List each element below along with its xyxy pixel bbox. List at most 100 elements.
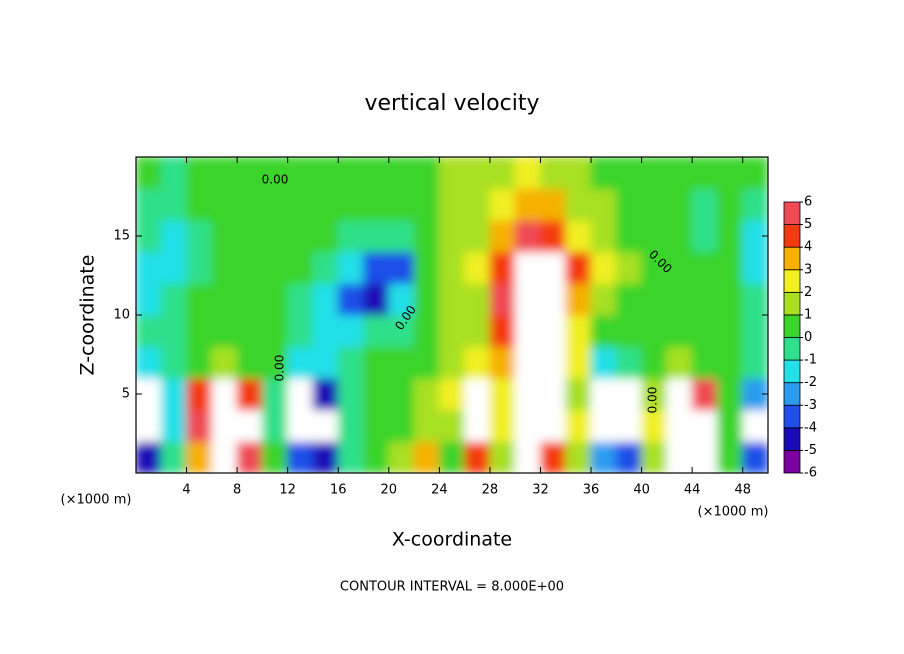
y-tick-label: 5 bbox=[122, 387, 130, 402]
field-cell bbox=[666, 377, 693, 411]
field-cell bbox=[312, 157, 339, 190]
field-cell bbox=[539, 314, 567, 348]
field-cell bbox=[287, 219, 314, 253]
x-tick-label: 20 bbox=[381, 483, 398, 498]
field-cell bbox=[211, 157, 238, 190]
field-cell bbox=[337, 346, 365, 379]
field-cell bbox=[211, 440, 238, 473]
field-cell bbox=[211, 219, 238, 253]
field-cell bbox=[615, 440, 643, 473]
y-unit-label: (×1000 m) bbox=[61, 493, 132, 508]
field-cell bbox=[438, 188, 466, 221]
field-cell bbox=[413, 251, 440, 284]
field-cell bbox=[312, 440, 339, 473]
field-cell bbox=[666, 282, 693, 316]
field-cell bbox=[742, 440, 768, 473]
field-cell bbox=[691, 440, 718, 473]
field-cell bbox=[160, 409, 188, 442]
field-cell bbox=[363, 346, 390, 379]
field-cell bbox=[464, 440, 491, 473]
field-cell bbox=[539, 188, 567, 221]
field-cell bbox=[337, 440, 365, 473]
field-cell bbox=[464, 219, 491, 253]
field-cell bbox=[186, 440, 213, 473]
field-cell bbox=[363, 157, 390, 190]
field-cell bbox=[590, 409, 617, 442]
field-cell bbox=[489, 346, 516, 379]
field-cell bbox=[388, 377, 415, 411]
field-cell bbox=[186, 251, 213, 284]
field-cell bbox=[539, 157, 567, 190]
colorbar-band bbox=[783, 450, 801, 474]
field-cell bbox=[716, 314, 744, 348]
field-cell bbox=[261, 219, 289, 253]
field-cell bbox=[211, 346, 238, 379]
field-cell bbox=[691, 282, 718, 316]
field-cell bbox=[337, 219, 365, 253]
field-cell bbox=[539, 440, 567, 473]
field-cell bbox=[565, 188, 592, 221]
colorbar-label: -2 bbox=[804, 375, 817, 390]
field-cell bbox=[363, 251, 390, 284]
field-cell bbox=[160, 219, 188, 253]
field-cell bbox=[261, 440, 289, 473]
field-cell bbox=[514, 219, 541, 253]
field-cell bbox=[287, 346, 314, 379]
field-cell bbox=[261, 409, 289, 442]
field-cell bbox=[413, 440, 440, 473]
field-cell bbox=[539, 346, 567, 379]
field-cell bbox=[716, 409, 744, 442]
field-cell bbox=[186, 377, 213, 411]
field-cell bbox=[236, 440, 263, 473]
field-cell bbox=[489, 157, 516, 190]
field-cell bbox=[565, 219, 592, 253]
field-cell bbox=[464, 409, 491, 442]
colorbar-band bbox=[783, 291, 801, 316]
y-axis-title: Z-coordinate bbox=[77, 255, 99, 376]
field-cell bbox=[136, 314, 162, 348]
x-tick-label: 36 bbox=[583, 483, 600, 498]
field-cell bbox=[716, 188, 744, 221]
field-cell bbox=[388, 346, 415, 379]
field-cell bbox=[388, 282, 415, 316]
field-cell bbox=[464, 346, 491, 379]
field-cell bbox=[236, 409, 263, 442]
field-cell bbox=[716, 157, 744, 190]
field-cell bbox=[413, 188, 440, 221]
field-cell bbox=[160, 157, 188, 190]
field-cell bbox=[691, 188, 718, 221]
colorbar-band bbox=[783, 201, 801, 225]
field-cell bbox=[539, 409, 567, 442]
field-cell bbox=[211, 409, 238, 442]
y-tick-label: 10 bbox=[113, 308, 130, 323]
colorbar-band bbox=[783, 337, 801, 361]
field-cell bbox=[186, 188, 213, 221]
field-cell bbox=[160, 377, 188, 411]
field-cell bbox=[312, 282, 339, 316]
field-cell bbox=[312, 188, 339, 221]
x-tick-label: 8 bbox=[233, 483, 241, 498]
field-cell bbox=[615, 188, 643, 221]
colorbar-band bbox=[783, 382, 801, 406]
y-tick-label: 15 bbox=[113, 229, 130, 244]
field-cell bbox=[337, 251, 365, 284]
field-cell bbox=[413, 346, 440, 379]
footnote: CONTOUR INTERVAL = 8.000E+00 bbox=[340, 580, 564, 595]
colorbar-label: -1 bbox=[804, 353, 817, 368]
field-cell bbox=[514, 314, 541, 348]
field-cell bbox=[565, 377, 592, 411]
field-cell bbox=[438, 440, 466, 473]
field-cell bbox=[261, 314, 289, 348]
field-cell bbox=[160, 314, 188, 348]
field-cell bbox=[413, 219, 440, 253]
field-cell bbox=[186, 157, 213, 190]
field-cell bbox=[337, 157, 365, 190]
field-cell bbox=[716, 251, 744, 284]
x-tick-label: 32 bbox=[532, 483, 549, 498]
field-cell bbox=[615, 219, 643, 253]
colorbar-label: 1 bbox=[804, 307, 812, 322]
field-cell bbox=[565, 251, 592, 284]
field bbox=[136, 157, 768, 473]
field-cell bbox=[565, 440, 592, 473]
field-cell bbox=[666, 409, 693, 442]
